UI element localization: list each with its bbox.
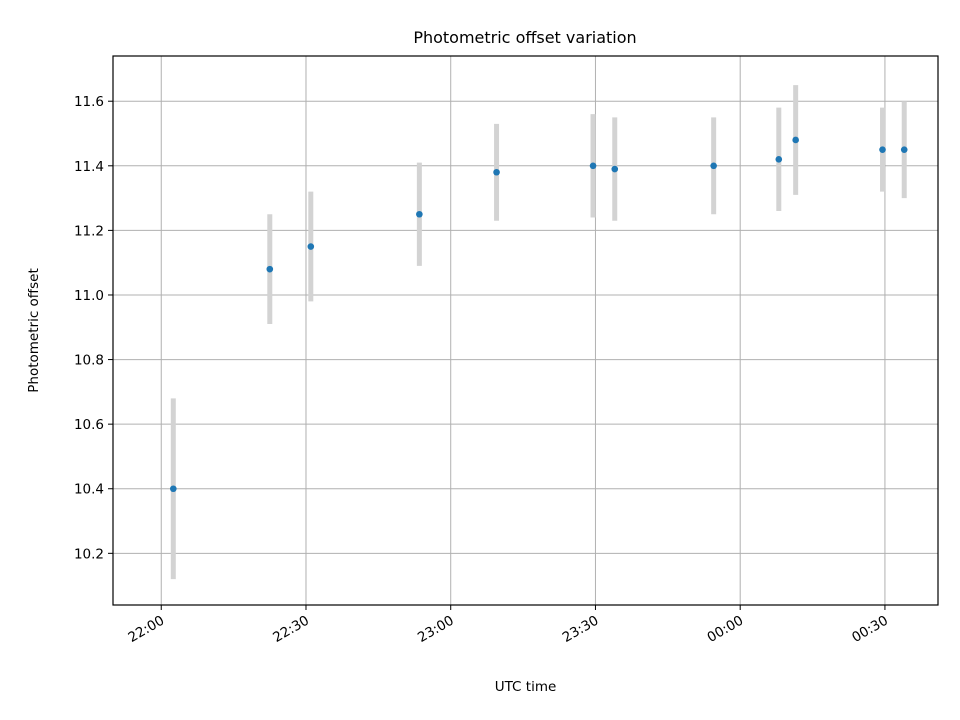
data-point bbox=[792, 136, 799, 144]
y-tick-label: 11.4 bbox=[74, 159, 104, 175]
data-point bbox=[307, 243, 315, 250]
data-point bbox=[611, 165, 619, 173]
x-tick-label: 23:30 bbox=[560, 613, 602, 646]
data-point bbox=[900, 146, 908, 153]
x-axis-label: UTC time bbox=[495, 679, 557, 695]
y-axis-label: Photometric offset bbox=[26, 268, 42, 392]
data-point bbox=[493, 168, 500, 176]
y-tick-label: 10.8 bbox=[74, 353, 104, 369]
data-point bbox=[170, 485, 177, 493]
x-tick-label: 22:00 bbox=[126, 613, 168, 646]
data-point bbox=[710, 162, 717, 170]
data-point bbox=[416, 210, 423, 218]
tick-layer: 22:00 22:30 23:00 23:30 00:00 00:30 10.2 10.4 10… bbox=[74, 94, 891, 646]
y-tick-label: 11.2 bbox=[74, 223, 104, 239]
y-tick-label: 10.6 bbox=[74, 417, 104, 433]
data-point bbox=[266, 265, 274, 273]
data-point bbox=[589, 162, 597, 170]
y-tick-label: 10.2 bbox=[74, 546, 104, 562]
data-point bbox=[775, 156, 783, 163]
x-tick-label: 23:00 bbox=[415, 613, 457, 646]
grid-layer bbox=[113, 56, 938, 605]
x-tick-label: 00:00 bbox=[704, 613, 746, 646]
chart-title: Photometric offset variation bbox=[413, 28, 636, 47]
data-point bbox=[879, 146, 886, 153]
plot-frame bbox=[112, 55, 939, 606]
y-tick-label: 11.6 bbox=[74, 94, 104, 110]
data-layer bbox=[170, 85, 908, 580]
y-tick-label: 10.4 bbox=[74, 482, 104, 498]
y-tick-label: 11.0 bbox=[74, 288, 104, 304]
x-tick-label: 22:30 bbox=[270, 613, 312, 646]
x-tick-label: 00:30 bbox=[849, 613, 891, 646]
